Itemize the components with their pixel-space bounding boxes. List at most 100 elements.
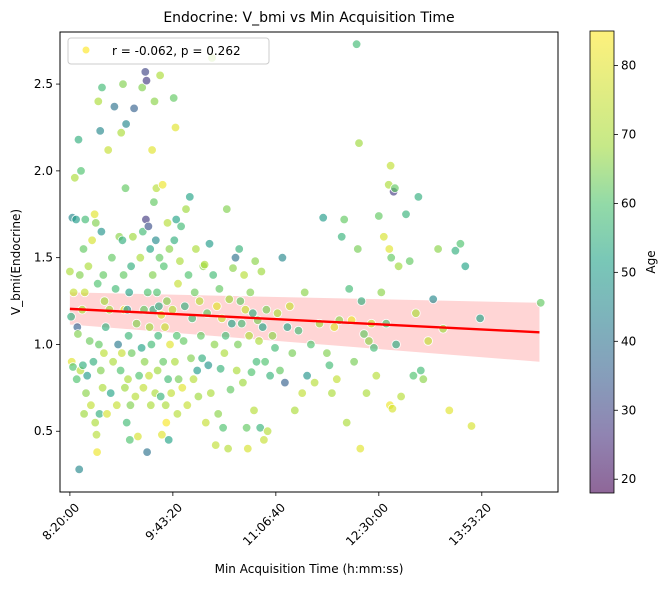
data-point	[243, 443, 253, 454]
data-point	[144, 322, 155, 332]
data-point	[369, 343, 379, 353]
x-tick-label: 12:30:00	[343, 500, 391, 548]
x-axis-label: Min Acquisition Time (h:mm:ss)	[215, 562, 404, 576]
data-point	[153, 331, 163, 341]
data-point	[275, 365, 285, 376]
data-point	[142, 287, 153, 298]
data-point	[244, 331, 254, 341]
data-point	[387, 404, 398, 414]
data-point	[102, 409, 112, 419]
data-point	[177, 383, 188, 393]
data-point	[194, 296, 205, 306]
data-point	[201, 417, 211, 428]
data-point	[138, 383, 149, 393]
data-point	[178, 336, 189, 346]
data-point	[144, 371, 154, 381]
data-point	[203, 360, 214, 371]
data-point	[81, 388, 91, 398]
data-point	[115, 365, 126, 376]
data-point	[224, 294, 235, 305]
y-tick-label: 2.5	[34, 77, 53, 91]
colorbar-tick-label: 40	[621, 334, 636, 348]
data-point	[118, 79, 128, 89]
data-point	[70, 173, 80, 183]
data-point	[161, 417, 172, 428]
data-point	[113, 339, 123, 350]
data-point	[146, 400, 156, 410]
data-point	[117, 235, 128, 246]
data-point	[157, 430, 167, 440]
data-point	[91, 430, 102, 440]
data-point	[154, 253, 165, 263]
colorbar-gradient	[589, 30, 615, 494]
data-point	[71, 214, 81, 225]
data-point	[384, 244, 395, 254]
data-point	[121, 119, 131, 129]
data-point	[136, 343, 147, 353]
data-point	[455, 239, 466, 249]
data-point	[135, 253, 146, 263]
data-point	[146, 339, 157, 350]
data-point	[327, 388, 337, 398]
data-point	[256, 266, 267, 277]
data-point	[149, 96, 160, 107]
plot-frame	[59, 31, 559, 493]
data-point	[180, 301, 190, 312]
data-point	[214, 284, 225, 294]
data-point	[188, 374, 199, 384]
data-point	[97, 82, 107, 93]
data-point	[155, 391, 166, 402]
data-point	[185, 192, 195, 202]
colorbar-tick-label: 70	[621, 127, 636, 141]
data-point	[89, 209, 100, 220]
data-point	[282, 322, 293, 332]
data-point	[267, 331, 278, 341]
data-point	[204, 239, 215, 249]
x-axis: 8:20:00 9:43:20 11:06:40 12:30:00 13:53:20	[40, 492, 494, 548]
data-point	[215, 364, 226, 374]
data-point	[356, 296, 367, 306]
x-tick-label: 9:43:20	[143, 500, 186, 543]
data-point	[94, 339, 104, 350]
data-point	[233, 339, 243, 350]
data-point	[396, 391, 406, 402]
data-point	[225, 384, 236, 395]
data-point	[80, 214, 91, 225]
data-point	[112, 400, 122, 410]
data-point	[110, 284, 121, 294]
data-point	[68, 287, 79, 298]
chart-title: Endocrine: V_bmi vs Min Acquisition Time	[163, 10, 454, 26]
data-point	[92, 279, 103, 289]
data-point	[228, 263, 238, 273]
data-point	[354, 138, 364, 148]
y-axis-label: V_bmi(Endocrine)	[9, 209, 23, 315]
data-point	[92, 447, 102, 457]
data-point	[385, 160, 396, 171]
data-point	[290, 405, 300, 416]
data-point	[116, 127, 126, 138]
data-point	[65, 266, 75, 277]
legend-marker	[81, 45, 91, 55]
data-point	[222, 204, 232, 214]
data-point	[109, 101, 120, 112]
data-point	[344, 284, 354, 294]
data-point	[191, 244, 201, 254]
data-point	[287, 348, 298, 358]
regression-line	[69, 307, 540, 334]
data-point	[71, 374, 82, 384]
data-point	[66, 312, 76, 322]
data-point	[337, 232, 347, 242]
y-tick-label: 0.5	[34, 424, 53, 438]
data-point	[158, 357, 168, 367]
data-point	[90, 417, 100, 428]
x-tick-label: 8:20:00	[40, 500, 83, 543]
data-point	[75, 270, 85, 280]
data-point	[124, 287, 134, 298]
data-point	[466, 421, 477, 431]
data-point	[376, 287, 387, 298]
data-point	[121, 417, 132, 428]
data-point	[152, 287, 162, 298]
y-axis: 0.5 1.0 1.5 2.0 2.5	[34, 77, 60, 438]
data-point	[126, 348, 137, 358]
data-point	[227, 318, 237, 329]
